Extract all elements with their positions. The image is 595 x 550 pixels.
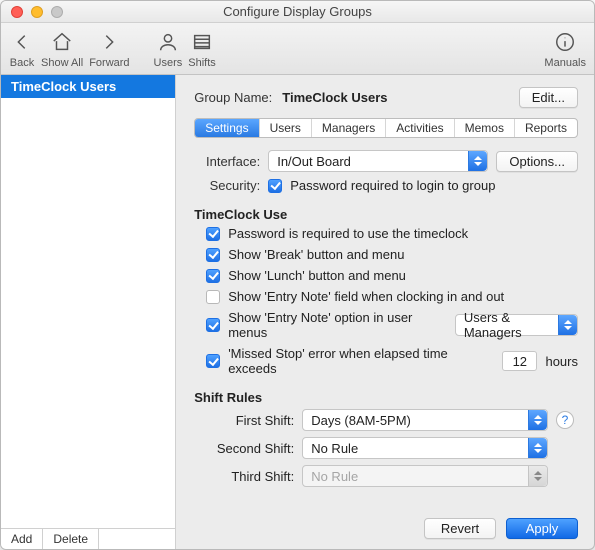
tab-users[interactable]: Users: [260, 119, 312, 137]
chevron-left-icon: [9, 29, 35, 55]
tab-reports[interactable]: Reports: [515, 119, 577, 137]
tab-settings[interactable]: Settings: [195, 119, 259, 137]
show-all-button[interactable]: Show All: [41, 29, 83, 69]
select-chevrons-icon: [468, 151, 487, 171]
close-window-button[interactable]: [11, 6, 23, 18]
interface-select[interactable]: In/Out Board: [268, 150, 488, 172]
entrynote-menu-text: Show 'Entry Note' option in user menus: [228, 310, 439, 340]
user-icon: [155, 29, 181, 55]
timeclock-heading: TimeClock Use: [194, 207, 578, 222]
toolbar: Back Show All Forward Users: [1, 23, 594, 75]
first-shift-label: First Shift:: [198, 413, 294, 428]
first-shift-select[interactable]: Days (8AM-5PM): [302, 409, 548, 431]
lunch-text: Show 'Lunch' button and menu: [228, 268, 406, 283]
zoom-window-button[interactable]: [51, 6, 63, 18]
lunch-checkbox[interactable]: [206, 269, 220, 283]
entrynote-audience-select[interactable]: Users & Managers: [455, 314, 578, 336]
titlebar: Configure Display Groups: [1, 1, 594, 23]
window-title: Configure Display Groups: [1, 4, 594, 19]
group-name-label: Group Name:: [194, 90, 272, 105]
select-chevrons-icon: [528, 466, 547, 486]
entrynote-menu-checkbox[interactable]: [206, 318, 220, 332]
sidebar-footer: Add Delete: [1, 528, 175, 549]
chevron-right-icon: [96, 29, 122, 55]
security-label: Security:: [194, 178, 260, 193]
sidebar-item-timeclock-users[interactable]: TimeClock Users: [1, 75, 175, 98]
break-text: Show 'Break' button and menu: [228, 247, 404, 262]
group-name-value: TimeClock Users: [282, 90, 387, 105]
second-shift-select[interactable]: No Rule: [302, 437, 548, 459]
select-chevrons-icon: [528, 410, 547, 430]
sidebar: TimeClock Users Add Delete: [1, 75, 176, 549]
shiftrules-heading: Shift Rules: [194, 390, 578, 405]
second-shift-label: Second Shift:: [198, 441, 294, 456]
schedule-icon: [189, 29, 215, 55]
select-chevrons-icon: [528, 438, 547, 458]
delete-button[interactable]: Delete: [43, 529, 99, 549]
tabs: Settings Users Managers Activities Memos…: [194, 118, 578, 138]
minimize-window-button[interactable]: [31, 6, 43, 18]
back-button[interactable]: Back: [9, 29, 35, 69]
tab-managers[interactable]: Managers: [312, 119, 386, 137]
third-shift-select[interactable]: No Rule: [302, 465, 548, 487]
traffic-lights: [1, 6, 63, 18]
missedstop-checkbox[interactable]: [206, 354, 220, 368]
missedstop-hours-input[interactable]: 12: [502, 351, 537, 371]
forward-button[interactable]: Forward: [89, 29, 129, 69]
apply-button[interactable]: Apply: [506, 518, 578, 539]
select-chevrons-icon: [558, 315, 577, 335]
home-icon: [49, 29, 75, 55]
pw-checkbox[interactable]: [206, 227, 220, 241]
pw-text: Password is required to use the timecloc…: [228, 226, 468, 241]
interface-label: Interface:: [194, 154, 260, 169]
interface-select-value: In/Out Board: [277, 154, 351, 169]
edit-button[interactable]: Edit...: [519, 87, 578, 108]
tab-memos[interactable]: Memos: [455, 119, 515, 137]
help-button[interactable]: ?: [556, 411, 574, 429]
window: Configure Display Groups Back Show All F…: [0, 0, 595, 550]
missedstop-prefix: 'Missed Stop' error when elapsed time ex…: [228, 346, 494, 376]
missedstop-suffix: hours: [545, 354, 578, 369]
entrynote-field-checkbox[interactable]: [206, 290, 220, 304]
security-text: Password required to login to group: [290, 178, 495, 193]
second-shift-value: No Rule: [311, 441, 358, 456]
options-button[interactable]: Options...: [496, 151, 578, 172]
entrynote-field-text: Show 'Entry Note' field when clocking in…: [228, 289, 504, 304]
sidebar-list: TimeClock Users: [1, 75, 175, 528]
break-checkbox[interactable]: [206, 248, 220, 262]
third-shift-label: Third Shift:: [198, 469, 294, 484]
manuals-button[interactable]: Manuals: [544, 29, 586, 69]
tab-activities[interactable]: Activities: [386, 119, 454, 137]
add-button[interactable]: Add: [1, 529, 43, 549]
entrynote-audience-value: Users & Managers: [464, 310, 553, 340]
info-icon: [552, 29, 578, 55]
revert-button[interactable]: Revert: [424, 518, 496, 539]
users-button[interactable]: Users: [154, 29, 183, 69]
main-panel: Group Name: TimeClock Users Edit... Sett…: [176, 75, 594, 549]
security-checkbox[interactable]: [268, 179, 282, 193]
shifts-button[interactable]: Shifts: [188, 29, 216, 69]
first-shift-value: Days (8AM-5PM): [311, 413, 411, 428]
third-shift-value: No Rule: [311, 469, 358, 484]
body: TimeClock Users Add Delete Group Name: T…: [1, 75, 594, 549]
